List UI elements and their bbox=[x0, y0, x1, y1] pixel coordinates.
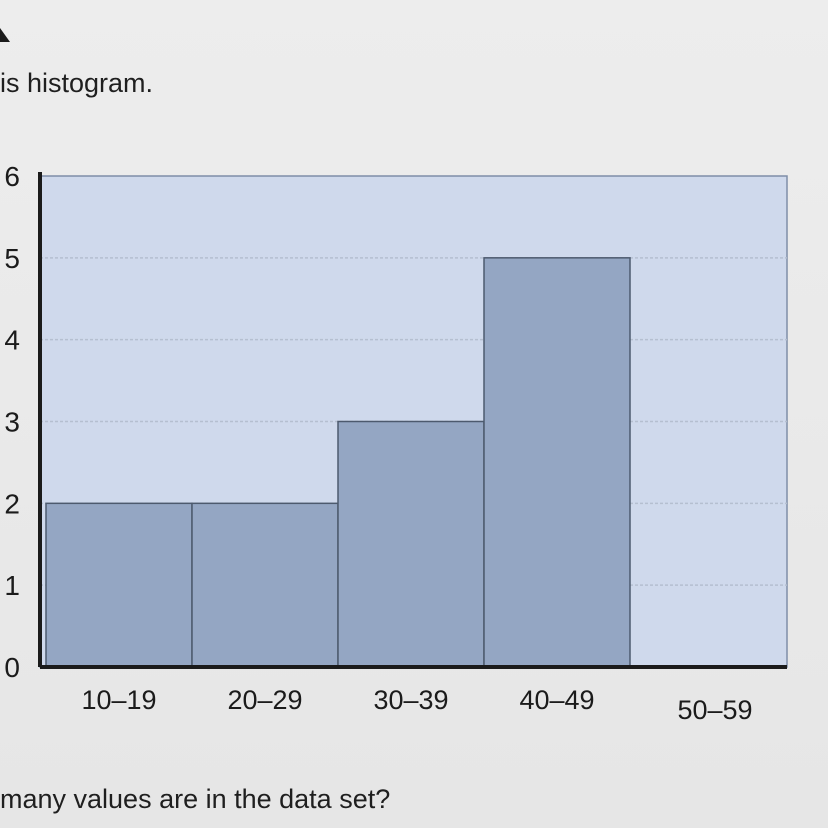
bar bbox=[483, 257, 631, 668]
histogram-chart: 0 1 2 3 4 5 6 10–19 20–29 30–39 40–49 50–59 bbox=[4, 161, 788, 725]
x-tick-labels: 10–19 20–29 30–39 40–49 50–59 bbox=[81, 685, 752, 725]
y-tick-label: 2 bbox=[4, 488, 20, 519]
bar bbox=[45, 502, 193, 668]
bars bbox=[45, 257, 631, 668]
y-tick-label: 0 bbox=[4, 652, 20, 683]
gridlines bbox=[40, 257, 787, 586]
x-tick-label: 20–29 bbox=[227, 685, 302, 715]
y-tick-label: 6 bbox=[4, 161, 20, 192]
y-tick-label: 5 bbox=[4, 243, 20, 274]
y-tick-labels: 0 1 2 3 4 5 6 bbox=[4, 161, 20, 683]
axes bbox=[38, 172, 787, 669]
bar bbox=[191, 502, 339, 668]
question-footer: many values are in the data set? bbox=[0, 784, 391, 814]
question-prompt: is histogram. bbox=[0, 68, 154, 98]
x-tick-label: 10–19 bbox=[81, 685, 156, 715]
header-mark bbox=[0, 28, 10, 42]
bar bbox=[337, 420, 485, 668]
y-tick-label: 1 bbox=[4, 570, 20, 601]
x-tick-label: 30–39 bbox=[373, 685, 448, 715]
x-tick-label: 50–59 bbox=[677, 695, 752, 725]
x-tick-label: 40–49 bbox=[519, 685, 594, 715]
y-tick-label: 3 bbox=[4, 407, 20, 438]
y-tick-label: 4 bbox=[4, 325, 20, 356]
